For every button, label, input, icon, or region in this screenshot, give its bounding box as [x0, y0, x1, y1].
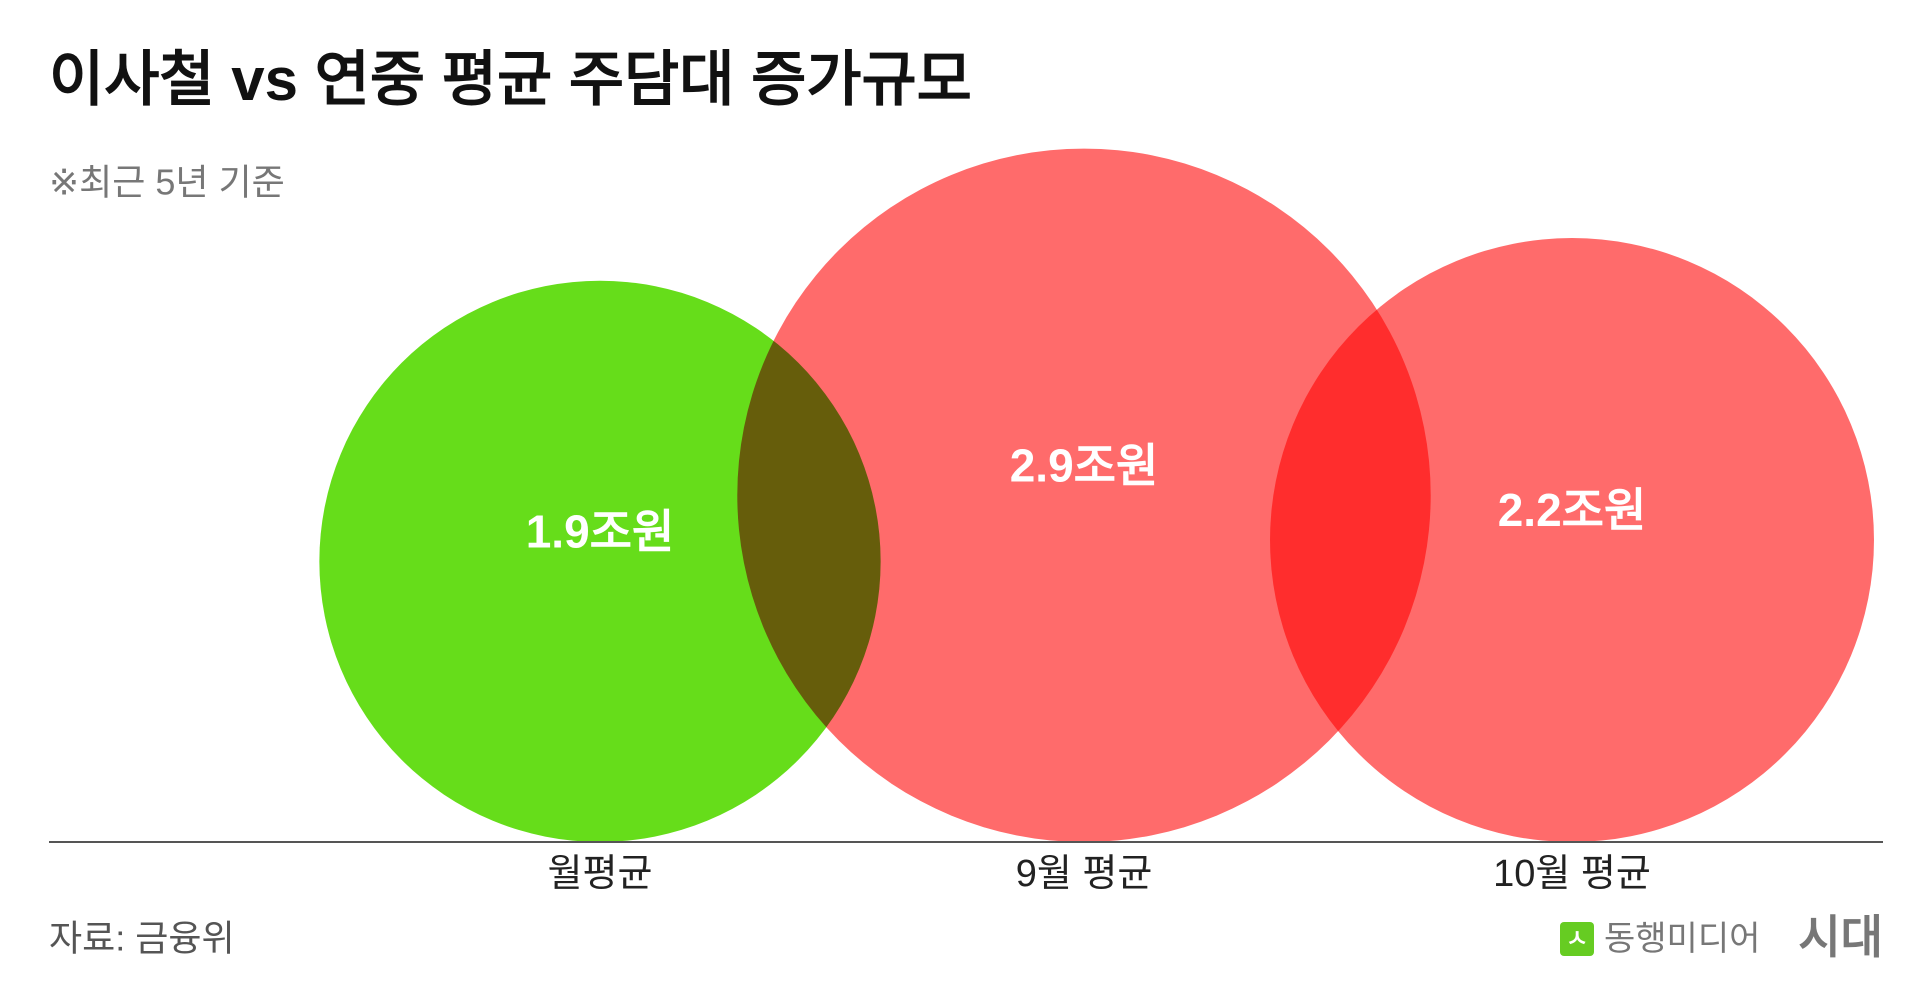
bubbles	[319, 148, 1874, 843]
source: 자료: 금융위	[49, 918, 235, 959]
brand-name: 동행미디어	[1604, 920, 1760, 958]
x-tick-label: 9월 평균	[1016, 853, 1153, 895]
brand-mark: 시대	[1798, 911, 1883, 963]
bubble	[1270, 238, 1874, 842]
brand-icon-box	[1560, 922, 1594, 956]
data-label: 2.2조원	[1498, 484, 1647, 536]
bubble	[737, 148, 1431, 842]
brand-icon: ㅅ	[1566, 925, 1588, 952]
bubble	[319, 280, 881, 843]
chart-title: 이사철 vs 연중 평균 주담대 증가규모	[49, 46, 972, 113]
data-label: 1.9조원	[526, 506, 675, 558]
x-tick-label: 월평균	[548, 853, 653, 895]
data-label: 2.9조원	[1010, 439, 1159, 491]
x-tick-label: 10월 평균	[1493, 853, 1651, 895]
chart-subtitle: ※최근 5년 기준	[49, 162, 285, 203]
